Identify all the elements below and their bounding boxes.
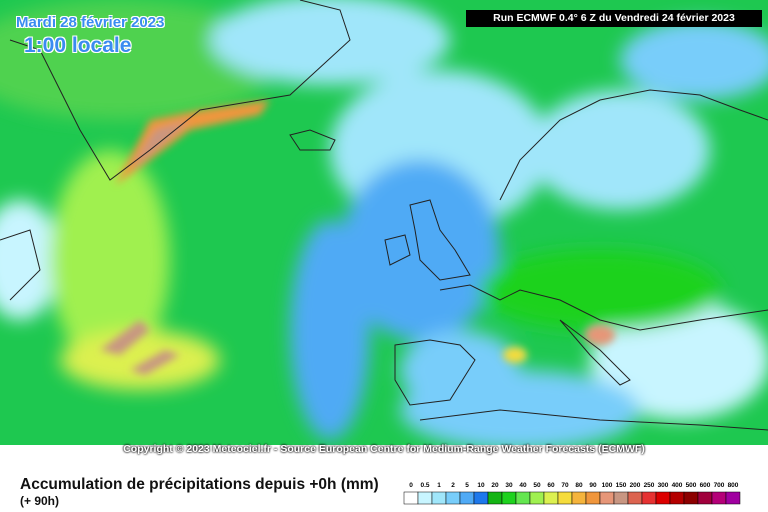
scale-label: 50 (533, 482, 541, 489)
scale-swatch (683, 491, 699, 505)
scale-swatch (403, 491, 419, 505)
scale-swatch (669, 491, 685, 505)
scale-swatch (627, 491, 643, 505)
scale-label: 400 (672, 482, 683, 489)
scale-label: 100 (602, 482, 613, 489)
scale-label: 60 (547, 482, 555, 489)
map-field (0, 0, 768, 445)
scale-label: 1 (437, 482, 441, 489)
scale-swatch (557, 491, 573, 505)
scale-label: 600 (700, 482, 711, 489)
scale-label: 200 (630, 482, 641, 489)
scale-swatch (655, 491, 671, 505)
scale-label: 80 (575, 482, 583, 489)
scale-swatch (543, 491, 559, 505)
scale-label: 250 (644, 482, 655, 489)
scale-label: 10 (477, 482, 485, 489)
scale-label: 30 (505, 482, 513, 489)
scale-swatch (473, 491, 489, 505)
scale-label: 500 (686, 482, 697, 489)
scale-swatch (599, 491, 615, 505)
legend-subtitle: (+ 90h) (20, 494, 60, 508)
scale-label: 5 (465, 482, 469, 489)
scale-swatch (431, 491, 447, 505)
color-scale: 0 0.5 1 2 5 10 20 30 40 50 60 70 80 90 100 150 200 250 300… (403, 482, 741, 505)
scale-swatch (571, 491, 587, 505)
scale-swatch (725, 491, 741, 505)
scale-swatch (697, 491, 713, 505)
scale-swatch (487, 491, 503, 505)
scale-label: 0 (409, 482, 413, 489)
scale-label: 0.5 (420, 482, 429, 489)
scale-swatch (529, 491, 545, 505)
scale-label: 20 (491, 482, 499, 489)
coastlines (0, 0, 768, 431)
forecast-date: Mardi 28 février 2023 (16, 14, 165, 31)
scale-label: 300 (658, 482, 669, 489)
copyright: Copyright © 2023 Meteociel.fr - Source E… (123, 443, 645, 455)
scale-label: 90 (589, 482, 597, 489)
scale-swatch (459, 491, 475, 505)
scale-swatch (641, 491, 657, 505)
map: Mardi 28 février 2023 1:00 locale Run EC… (0, 0, 768, 445)
scale-label: 800 (728, 482, 739, 489)
legend-title: Accumulation de précipitations depuis +0… (20, 476, 379, 493)
scale-label: 40 (519, 482, 527, 489)
scale-label: 150 (616, 482, 627, 489)
scale-swatch (613, 491, 629, 505)
run-info: Run ECMWF 0.4° 6 Z du Vendredi 24 févrie… (466, 10, 762, 27)
scale-swatch (515, 491, 531, 505)
scale-swatch (445, 491, 461, 505)
forecast-time: 1:00 locale (24, 34, 132, 57)
scale-swatch (585, 491, 601, 505)
scale-label: 70 (561, 482, 569, 489)
scale-label: 700 (714, 482, 725, 489)
scale-swatch (711, 491, 727, 505)
scale-swatch (417, 491, 433, 505)
scale-label: 2 (451, 482, 455, 489)
scale-swatch (501, 491, 517, 505)
